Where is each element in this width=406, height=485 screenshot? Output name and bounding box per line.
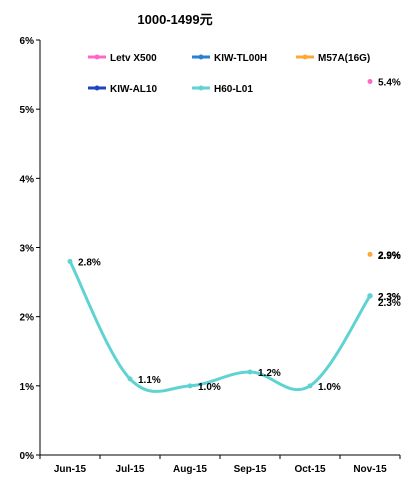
data-label: 1.2%	[258, 368, 281, 379]
y-tick-label: 5%	[20, 105, 35, 116]
data-label: 2.9%	[378, 250, 401, 261]
legend-label: H60-L01	[214, 84, 253, 95]
x-tick-label: Nov-15	[353, 464, 387, 475]
y-tick-label: 0%	[20, 451, 35, 462]
data-label: 2.3%	[378, 292, 401, 303]
data-point	[367, 79, 373, 84]
legend-label: KIW-AL10	[110, 84, 157, 95]
x-tick-label: Sep-15	[234, 464, 267, 475]
data-point	[367, 293, 373, 299]
chart-title: 1000-1499元	[137, 12, 212, 27]
x-tick-label: Jul-15	[116, 464, 145, 475]
data-label: 2.9%	[378, 250, 401, 261]
y-tick-label: 6%	[20, 36, 35, 47]
data-label: 2.3%	[378, 298, 401, 309]
legend-marker	[94, 54, 100, 60]
data-label: 5.4%	[378, 78, 401, 89]
x-tick-label: Aug-15	[173, 464, 207, 475]
legend-label: M57A(16G)	[318, 53, 370, 64]
axis-ticks: 0% 1% 2% 3% 4% 5% 6% Jun-15 Jul-15 Aug-15 Sep-15 Oc…	[20, 36, 401, 475]
series-line	[68, 260, 372, 393]
legend: Letv X500 KIW-TL00H M57A(16G) KIW-AL10 H60-L…	[88, 53, 370, 95]
legend-marker	[198, 54, 204, 60]
data-point	[187, 383, 193, 389]
data-point	[307, 383, 313, 389]
x-tick-label: Jun-15	[54, 464, 87, 475]
data-point	[247, 369, 253, 375]
legend-marker	[94, 85, 100, 91]
y-tick-label: 3%	[20, 244, 35, 255]
data-label: 2.9%	[378, 251, 401, 262]
data-label: 2.8%	[78, 257, 101, 268]
legend-marker	[302, 54, 308, 60]
series-layer	[67, 79, 373, 393]
y-tick-label: 2%	[20, 313, 35, 324]
y-tick-label: 1%	[20, 382, 35, 393]
data-point	[67, 258, 73, 264]
legend-label: Letv X500	[110, 53, 157, 64]
x-tick-label: Oct-15	[294, 464, 326, 475]
data-point	[127, 376, 133, 382]
data-point	[367, 251, 373, 257]
legend-label: KIW-TL00H	[214, 53, 267, 64]
data-label: 1.1%	[138, 375, 161, 386]
legend-marker	[198, 85, 204, 91]
data-label: 1.0%	[318, 382, 341, 393]
data-label: 1.0%	[198, 382, 221, 393]
y-tick-label: 4%	[20, 174, 35, 185]
data-label: 2.3%	[378, 292, 401, 303]
data-labels: 5.4%2.3%2.9%2.3%2.8%1.1%1.0%1.2%1.0%2.3%…	[78, 78, 401, 393]
